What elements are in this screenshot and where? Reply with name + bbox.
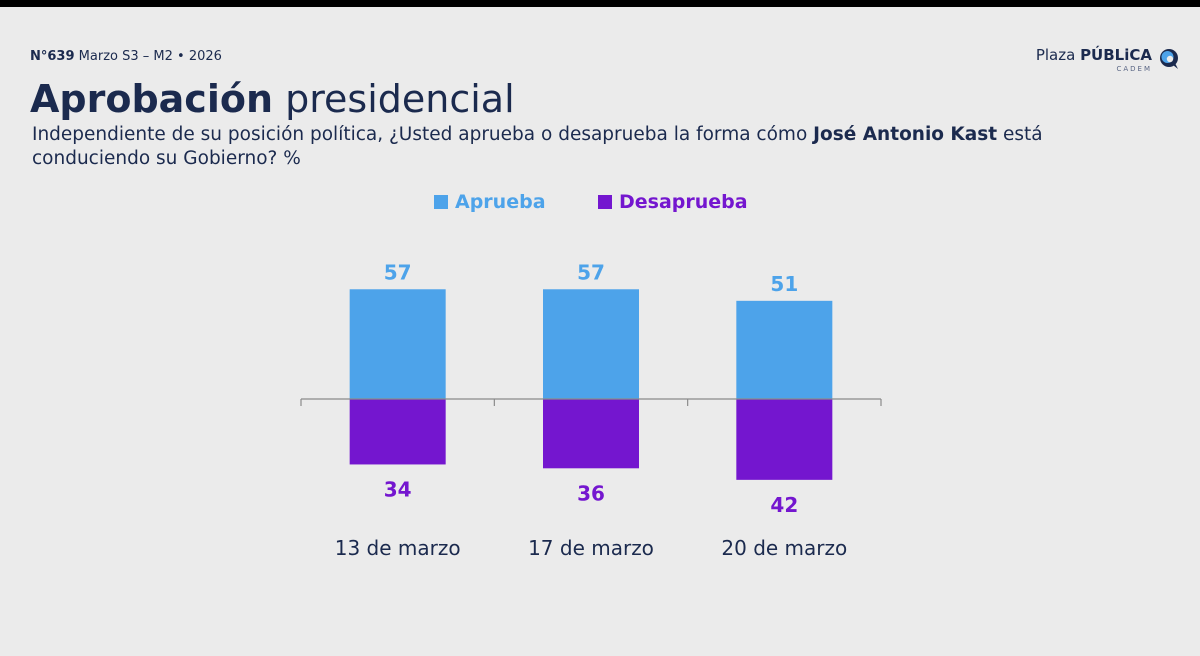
data-label-desaprueba-1: 36 [577,481,605,505]
edition-label: Marzo S3 – M2 • 2026 [78,49,222,64]
question-part1: Independiente de su posición política, ¿… [32,124,814,145]
issue-number: N°639 [30,49,75,64]
data-label-desaprueba-0: 34 [384,477,412,501]
data-label-desaprueba-2: 42 [770,493,798,517]
data-label-aprueba-0: 57 [384,260,412,284]
legend-label-aprueba: Aprueba [455,191,546,213]
question-part2: está conduciendo su Gobierno? % [32,124,1043,169]
page-title: Aprobación presidencial [30,77,515,121]
brand-sub: CADEM [1116,65,1152,73]
question-text: Independiente de su posición política, ¿… [32,123,1112,171]
legend-aprueba: Aprueba [434,191,546,213]
title-rest: presidencial [285,77,515,121]
brand-light: Plaza [1035,46,1081,64]
bar-desaprueba-2 [736,399,833,480]
category-label-1: 17 de marzo [528,536,654,560]
speech-bubble-logo-icon [1160,49,1178,69]
bar-desaprueba-0 [349,399,446,465]
bar-aprueba-1 [543,289,639,399]
bar-aprueba-2 [736,300,833,399]
brand: Plaza PÚBLiCA CADEM [1035,46,1178,73]
edition-meta: N°639 Marzo S3 – M2 • 2026 [30,49,222,64]
legend-swatch-aprueba [434,195,448,209]
category-label-0: 13 de marzo [335,536,461,560]
legend-swatch-desaprueba [598,195,612,209]
bar-desaprueba-1 [543,399,639,469]
question-bold: José Antonio Kast [813,124,998,145]
title-bold: Aprobación [30,77,274,121]
legend-label-desaprueba: Desaprueba [619,191,748,213]
data-label-aprueba-2: 51 [770,272,798,296]
legend-desaprueba: Desaprueba [598,191,748,213]
bar-aprueba-0 [349,289,446,399]
category-label-2: 20 de marzo [721,536,847,560]
data-label-aprueba-1: 57 [577,260,605,284]
brand-bold: PÚBLiCA [1080,46,1152,64]
